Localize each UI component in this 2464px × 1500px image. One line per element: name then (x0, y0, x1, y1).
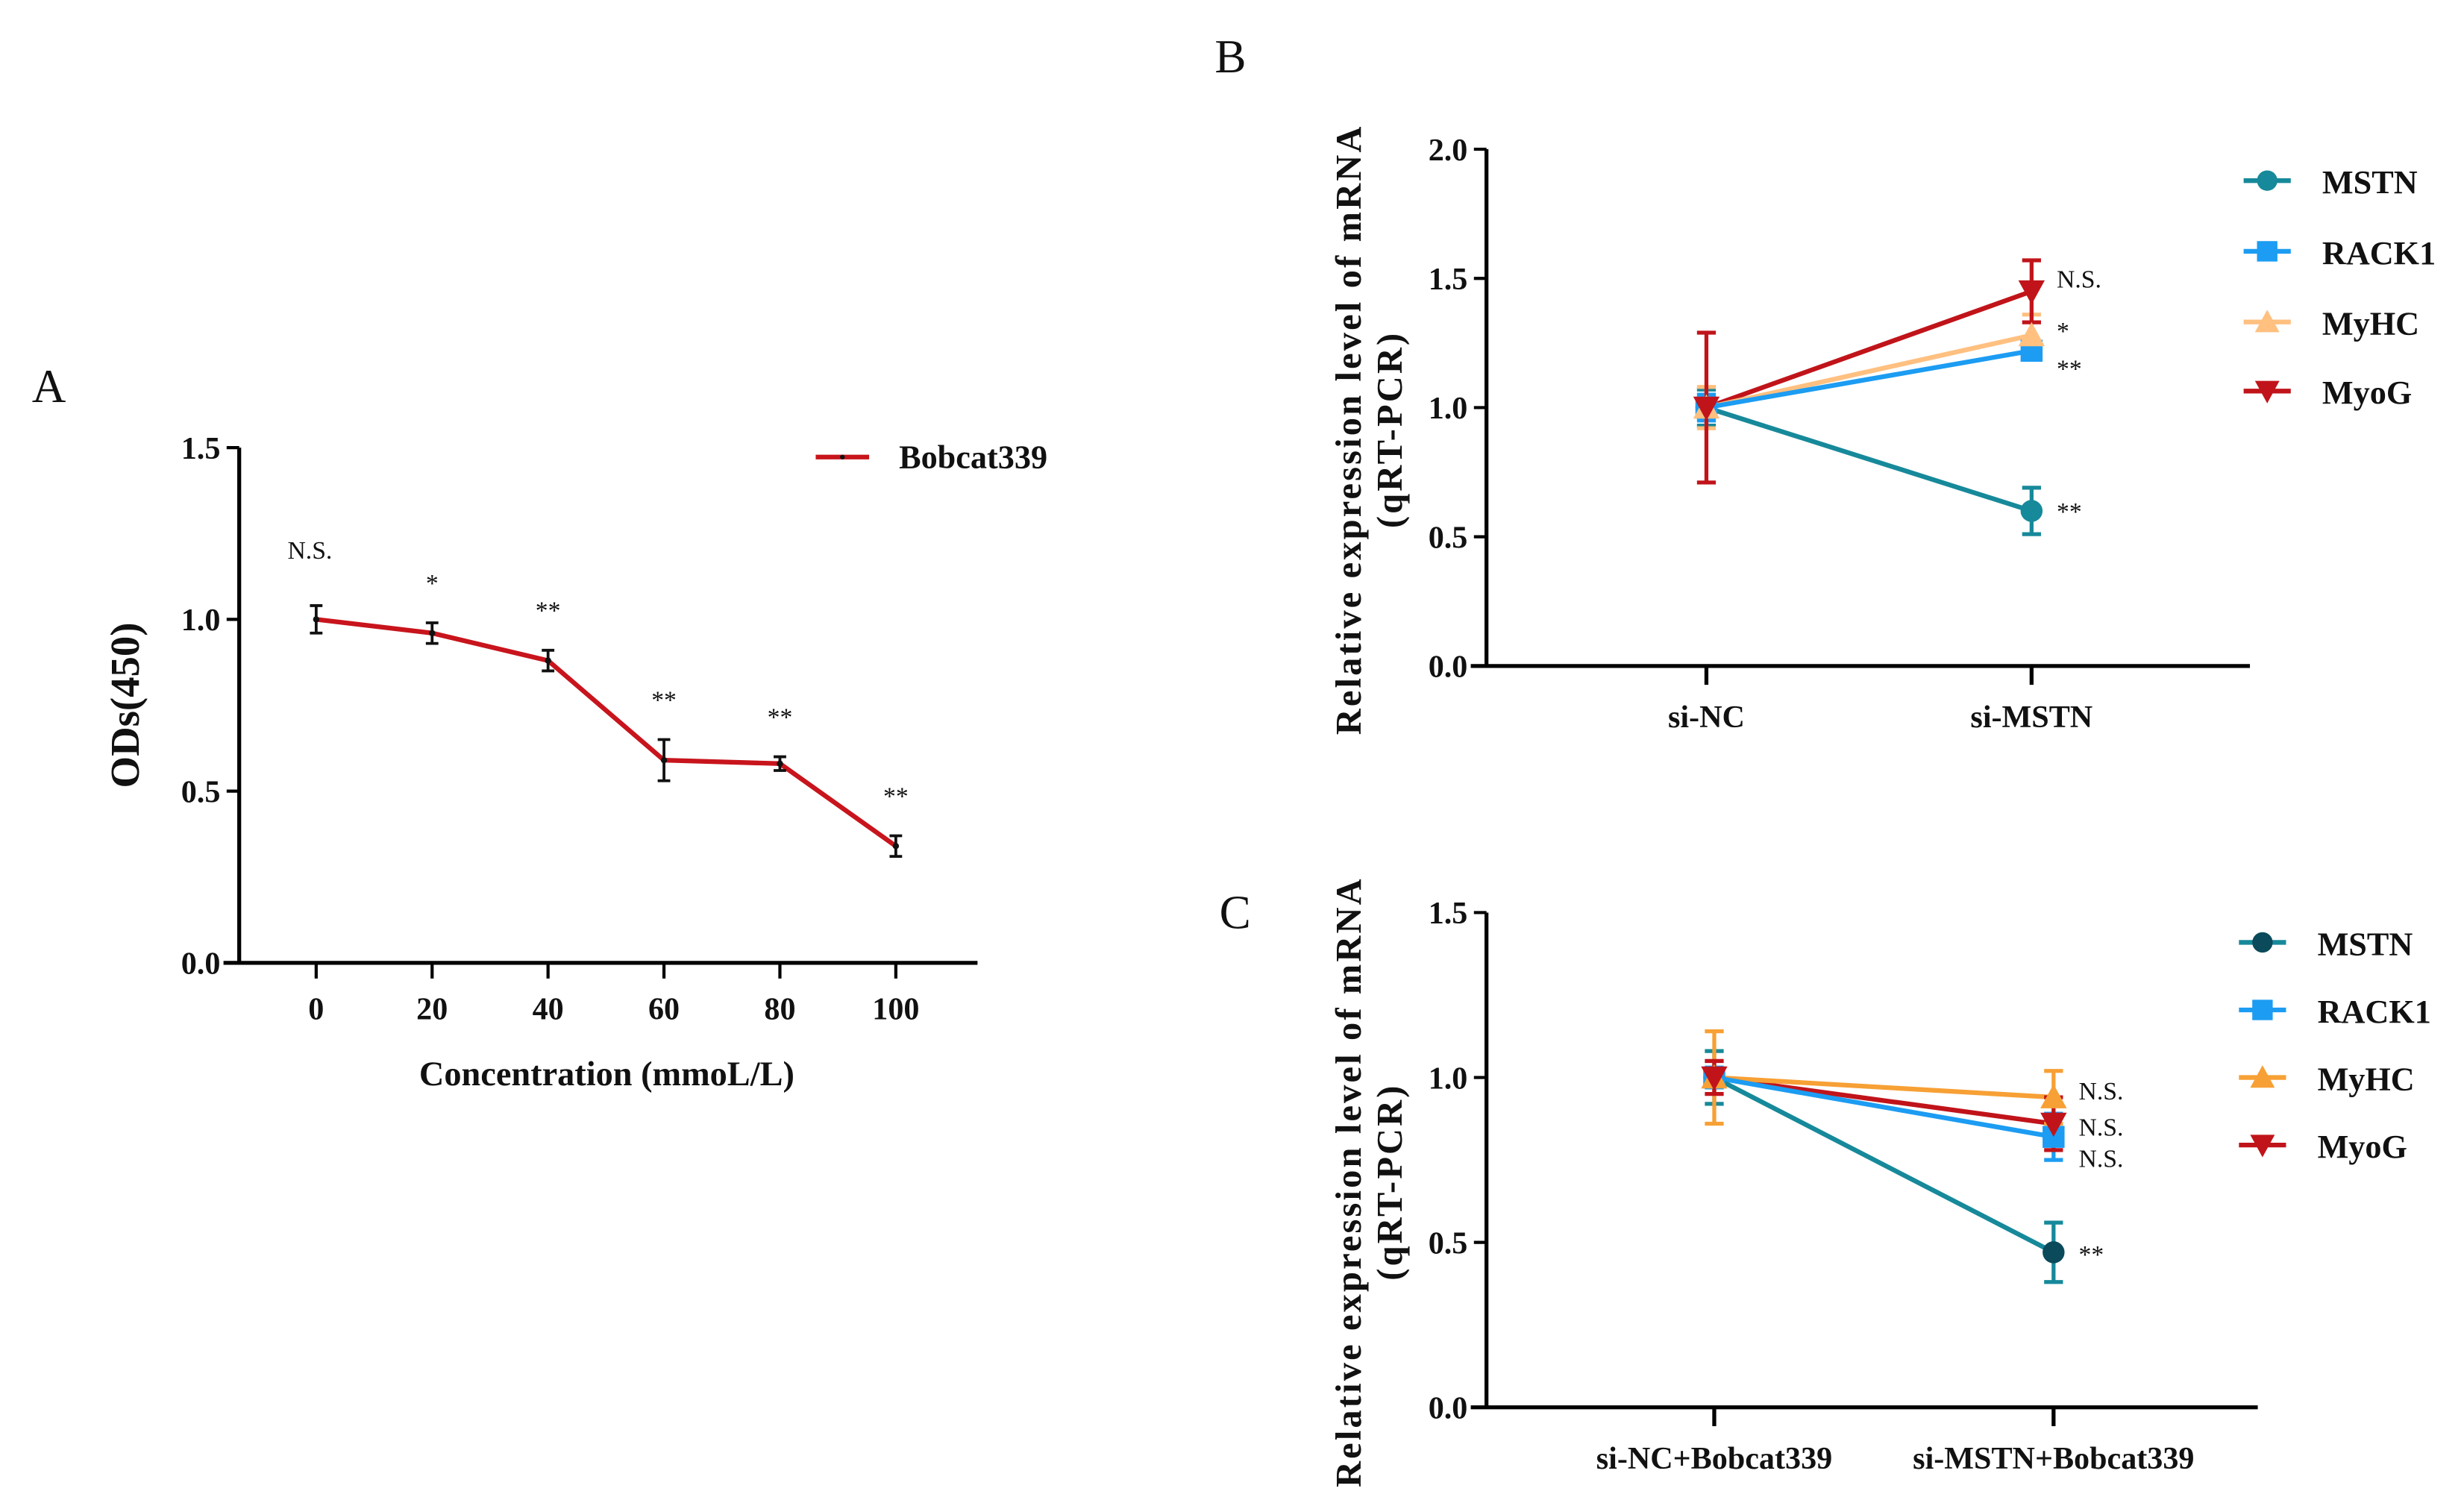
y-axis-subtitle: (qRT-PCR) (1370, 331, 1410, 528)
data-point-myhc (2018, 321, 2046, 347)
legend-marker-myhc (2254, 310, 2280, 333)
data-point-myog (2018, 280, 2046, 305)
significance-label: ** (536, 597, 561, 625)
series-line-rack1 (1705, 348, 2032, 410)
data-point-myhc (2040, 1084, 2067, 1108)
significance-label: N.S. (2079, 1146, 2124, 1173)
x-axis-title: Concentration (mmoL/L) (419, 1055, 794, 1093)
significance-label: * (426, 570, 439, 597)
legend-label-mstn: MSTN (2322, 164, 2418, 201)
y-axis-title: ODs(450) (102, 623, 148, 788)
legend-label: Bobcat339 (899, 439, 1047, 476)
data-point (545, 657, 551, 664)
y-axis-title: Relative expression level of mRNA (1329, 876, 1369, 1487)
data-point-mstn (2043, 1241, 2065, 1264)
legend-marker-myhc (2250, 1065, 2275, 1088)
y-tick-label: 0.0 (1429, 1391, 1468, 1426)
series-line-myhc (1714, 1075, 2054, 1100)
legend-marker-mstn (2257, 170, 2278, 191)
significance-label: * (2057, 318, 2069, 345)
y-tick-label: 0.5 (1429, 1226, 1468, 1261)
legend-label-mstn: MSTN (2318, 926, 2413, 962)
legend-marker (840, 454, 845, 459)
panel-label-b: B (1214, 31, 1246, 83)
x-tick-label: 0 (308, 992, 324, 1027)
legend-label-myhc: MyHC (2318, 1061, 2415, 1097)
x-tick-label: si-MSTN+Bobcat339 (1913, 1441, 2194, 1476)
legend-label-rack1: RACK1 (2318, 994, 2431, 1030)
y-tick-label: 1.5 (181, 431, 221, 466)
y-tick-label: 1.5 (1429, 262, 1468, 297)
series-line-myog (1705, 289, 2033, 410)
series-line-rack1 (1714, 1075, 2054, 1140)
legend-label-myog: MyoG (2322, 374, 2412, 411)
legend-marker-rack1 (2257, 241, 2278, 262)
data-point (892, 843, 900, 850)
significance-label: N.S. (2079, 1114, 2124, 1141)
x-tick-label: si-MSTN (1970, 700, 2092, 735)
series-line-myhc (1705, 333, 2033, 410)
y-tick-label: 1.0 (1429, 391, 1468, 426)
y-tick-label: 0.0 (181, 947, 221, 982)
panel-label-a: A (32, 360, 66, 412)
x-tick-label: 60 (648, 992, 680, 1027)
panel-b-chart: 0.0 0.5 1.0 1.5 2.0 si-NC si-MSTN Relative expr… (1329, 125, 2436, 735)
data-point (777, 760, 783, 767)
y-tick-label: 0.5 (1429, 520, 1468, 555)
significance-label: ** (883, 782, 909, 810)
series-line-mstn (1713, 1075, 2055, 1255)
series-line-bobcat339 (316, 617, 897, 848)
y-tick-label: 0.5 (181, 774, 221, 809)
x-tick-label: si-NC (1668, 700, 1745, 735)
significance-label: ** (651, 686, 677, 714)
legend-marker-mstn (2252, 932, 2273, 953)
panel-a-chart: 0.0 0.5 1.0 1.5 0 20 40 60 80 100 Concentration (m… (102, 431, 1047, 1093)
y-tick-label: 1.5 (1429, 896, 1468, 931)
data-point-mstn (2020, 500, 2043, 522)
legend-label-rack1: RACK1 (2322, 235, 2436, 272)
legend-label-myog: MyoG (2318, 1129, 2407, 1165)
data-point-myog (1693, 396, 1720, 421)
significance-label: N.S. (2057, 266, 2101, 293)
x-tick-label: si-NC+Bobcat339 (1596, 1441, 1832, 1476)
legend-label-myhc: MyHC (2322, 306, 2419, 342)
significance-label: ** (2079, 1241, 2104, 1269)
legend-marker-myog (2254, 380, 2280, 404)
y-axis-title: Relative expression level of mRNA (1329, 125, 1369, 735)
significance-label: N.S. (287, 537, 332, 565)
significance-label: ** (2057, 355, 2082, 383)
x-tick-label: 40 (533, 992, 564, 1027)
data-point (429, 630, 436, 637)
x-tick-label: 80 (764, 992, 795, 1027)
legend-marker-myog (2250, 1135, 2275, 1158)
y-axis-subtitle: (qRT-PCR) (1370, 1083, 1410, 1280)
y-tick-label: 0.0 (1429, 650, 1468, 685)
data-point-myog (1701, 1066, 1728, 1091)
data-point-myog (2040, 1112, 2067, 1137)
x-tick-label: 100 (872, 992, 919, 1027)
legend-marker-rack1 (2252, 1000, 2273, 1020)
significance-label: N.S. (2079, 1078, 2124, 1105)
significance-label: ** (768, 703, 793, 731)
data-point (660, 756, 668, 764)
panel-c-chart: 0.0 0.5 1.0 1.5 si-NC+Bobcat339 si-MSTN+Bobca… (1329, 876, 2431, 1487)
y-tick-label: 2.0 (1429, 133, 1468, 168)
data-point (313, 616, 320, 623)
y-tick-label: 1.0 (1429, 1061, 1468, 1096)
panel-label-c: C (1220, 887, 1251, 939)
significance-label: ** (2057, 498, 2082, 526)
series-line-mstn (1705, 405, 2033, 514)
y-tick-label: 1.0 (181, 603, 221, 638)
x-tick-label: 20 (416, 992, 448, 1027)
